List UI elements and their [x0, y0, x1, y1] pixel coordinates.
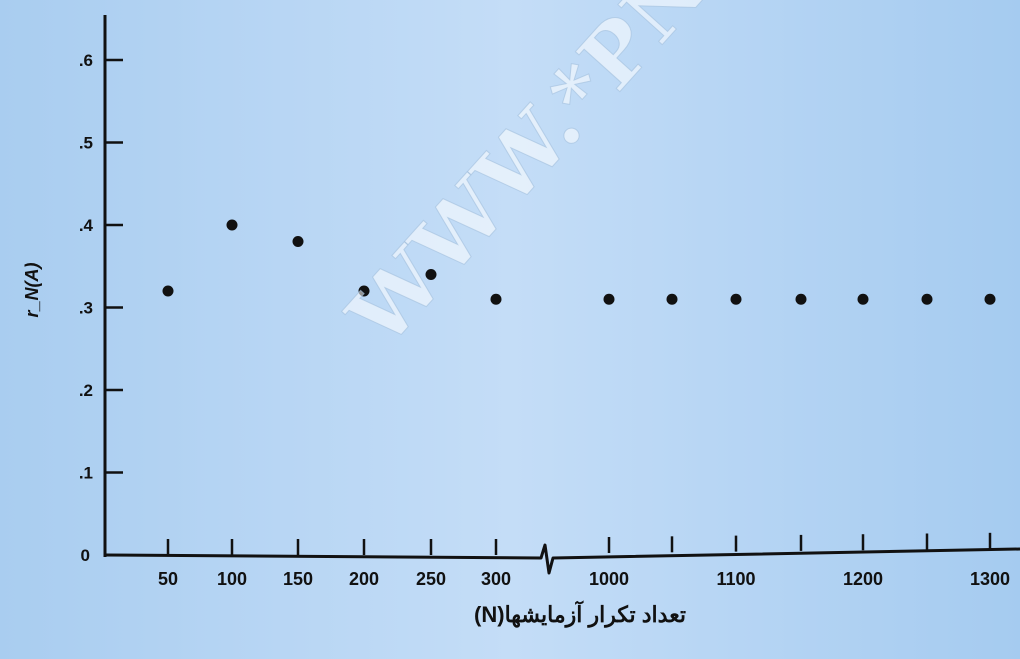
x-tick-label: 1300 [970, 569, 1010, 589]
data-point [603, 293, 615, 305]
y-tick-label: .4 [79, 216, 94, 235]
y-tick-label: .6 [79, 51, 93, 70]
x-tick-label: 100 [217, 569, 247, 589]
x-axis-label: تعداد تکرار آزمایشها(N) [474, 600, 686, 628]
x-axis-line [104, 543, 1020, 575]
data-point [226, 219, 238, 231]
data-points [162, 219, 996, 305]
data-point [425, 269, 437, 280]
data-point [921, 293, 933, 305]
data-point [795, 293, 807, 305]
x-tick-label: 1200 [843, 569, 883, 589]
y-tick-label: .5 [79, 134, 93, 153]
x-tick-label: 250 [416, 569, 446, 589]
x-tick-label: 300 [481, 569, 511, 589]
data-point [857, 293, 869, 305]
y-axis-label: r_N(A) [22, 262, 42, 317]
y-tick-label: .1 [79, 464, 93, 483]
data-point [490, 293, 502, 305]
x-tick-label: 150 [283, 569, 313, 589]
x-tick-label: 1100 [716, 569, 755, 589]
data-point [666, 293, 678, 305]
x-tick-label: 200 [349, 569, 379, 589]
data-point [984, 293, 996, 305]
x-ticks: 50 100 150 200 250 300 1000 1100 1200 1300 [158, 532, 1010, 589]
y-tick-label: 0 [81, 546, 90, 565]
x-tick-label: 1000 [589, 569, 629, 589]
y-tick-label: .3 [79, 299, 93, 318]
data-point [358, 285, 370, 297]
data-point [730, 293, 742, 305]
axes [103, 15, 1020, 575]
x-tick-label: 50 [158, 569, 178, 589]
data-point [162, 285, 174, 297]
y-ticks: 0 .1 .2 .3 .4 .5 .6 [79, 51, 123, 565]
data-point [292, 236, 304, 247]
y-tick-label: .2 [79, 381, 93, 400]
